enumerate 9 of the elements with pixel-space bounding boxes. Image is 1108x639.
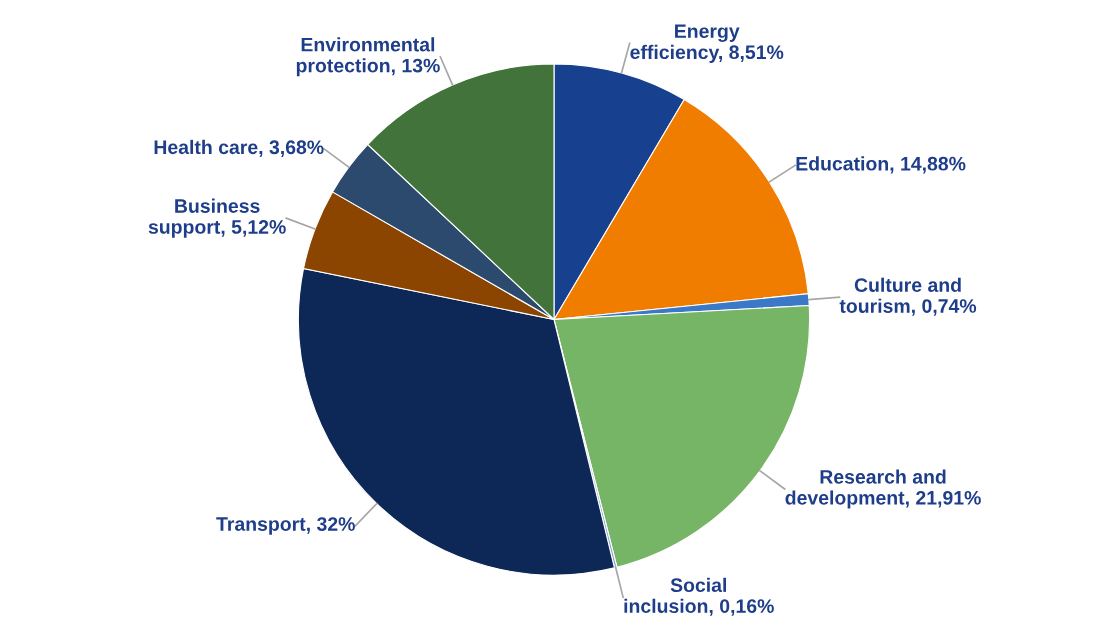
slice-label: Environmental protection, 13%	[296, 37, 440, 77]
slice-label: Business support, 5,12%	[148, 198, 286, 238]
slice-label: Education, 14,88%	[796, 156, 966, 174]
slice-label: Culture and tourism, 0,74%	[839, 277, 977, 316]
slice-label: Health care, 3,68%	[154, 139, 324, 157]
slice-label: Social inclusion, 0,16%	[624, 577, 774, 616]
slice-label: Energy efficiency, 8,51%	[630, 24, 784, 63]
slice-label: Research and development, 21,91%	[785, 469, 981, 509]
slice-label: Transport, 32%	[216, 517, 355, 535]
